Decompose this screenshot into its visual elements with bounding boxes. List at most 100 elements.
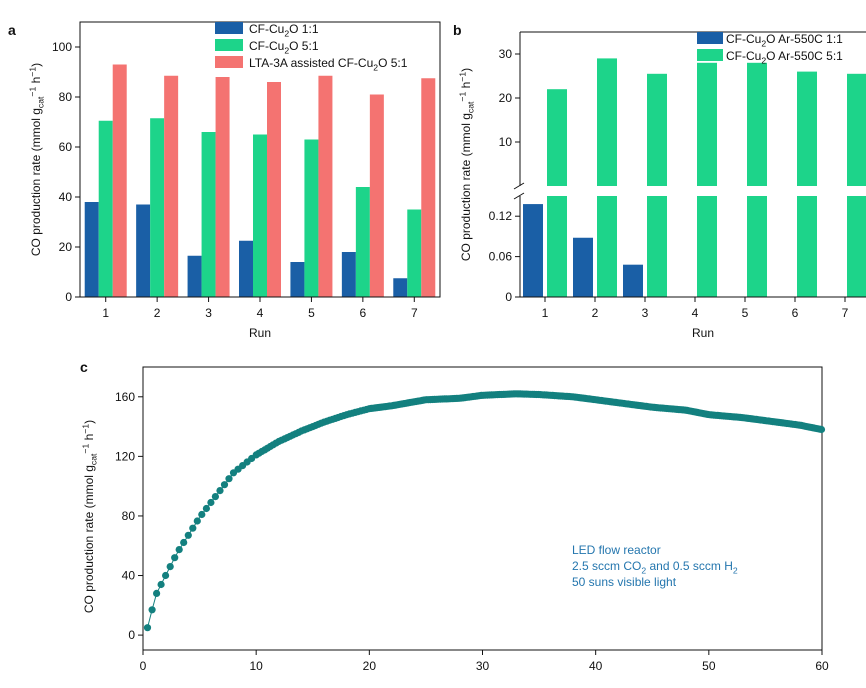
y-c-tick-label: 40 — [122, 569, 136, 583]
bar-a-series3-run6 — [369, 94, 384, 297]
x-tick-label-b: 2 — [592, 306, 599, 320]
axis-break-mark-b — [513, 182, 525, 190]
x-axis-label-b: Run — [692, 326, 714, 340]
plot-frame-c — [142, 366, 823, 651]
bar-b-series2-upper-run3 — [647, 73, 667, 186]
y-a-tick-label: 80 — [59, 90, 73, 104]
data-point-c — [171, 554, 179, 562]
legend-swatch-a — [215, 22, 243, 34]
bar-a-series2-run1 — [98, 120, 113, 297]
bar-b-series2-lower-run3 — [647, 196, 667, 297]
legend-label-b: CF-Cu2O Ar-550C 1:1 — [726, 32, 843, 49]
x-axis-label-a: Run — [249, 326, 271, 340]
x-tick-label-b: 3 — [642, 306, 649, 320]
bar-a-series2-run4 — [253, 134, 267, 297]
data-line-c — [147, 393, 822, 628]
y-upper-b-tick-label: 10 — [499, 135, 513, 149]
bar-b-series2-lower-run2 — [597, 196, 617, 297]
data-point-c — [148, 606, 156, 614]
x-tick-label-a: 6 — [360, 306, 367, 320]
data-point-c — [207, 498, 215, 507]
x-tick-label-a: 2 — [154, 306, 161, 320]
y-upper-b-tick-label: 30 — [499, 47, 513, 61]
x-tick-label-c: 50 — [702, 659, 716, 673]
annotation-line-c: 50 suns visible light — [572, 575, 677, 589]
bar-b-series2-lower-run5 — [747, 196, 767, 297]
x-tick-label-c: 10 — [249, 659, 263, 673]
legend-swatch-b — [697, 32, 723, 44]
data-point-c — [211, 493, 219, 501]
x-tick-label-c: 0 — [140, 659, 147, 673]
bar-a-series1-run3 — [187, 255, 202, 297]
bar-b-series2-lower-run7 — [847, 196, 866, 297]
bar-a-series1-run7 — [393, 278, 408, 297]
data-point-c — [184, 531, 192, 539]
bar-a-series3-run2 — [164, 75, 179, 297]
bar-b-series2-lower-run4 — [697, 196, 717, 297]
panel-label-b: b — [453, 22, 462, 38]
bar-b-series1-run3 — [623, 264, 643, 297]
scatter-points-c — [143, 390, 826, 632]
y-axis-label-c: CO production rate (mmol gcat−1 h−1) — [80, 420, 98, 613]
data-point-c — [817, 425, 826, 434]
panel-label-a: a — [8, 22, 16, 38]
x-tick-label-b: 7 — [842, 306, 849, 320]
y-a-tick-label: 60 — [59, 140, 73, 154]
data-point-c — [198, 510, 206, 519]
legend-label-a: CF-Cu2O 1:1 — [249, 22, 319, 39]
plot-frame-a — [79, 21, 441, 298]
legend-label-a: LTA-3A assisted CF-Cu2O 5:1 — [249, 56, 408, 73]
y-a-tick-label: 0 — [65, 290, 72, 304]
legend-label-b: CF-Cu2O Ar-550C 5:1 — [726, 49, 843, 66]
data-point-c — [175, 546, 183, 554]
x-tick-label-b: 5 — [742, 306, 749, 320]
bar-a-series2-run7 — [407, 209, 422, 297]
y-axis-label-a: CO production rate (mmol gcat−1 h−1) — [27, 63, 45, 256]
bar-a-series1-run5 — [290, 262, 305, 297]
y-a-tick-label: 40 — [59, 190, 73, 204]
bar-b-series1-run2 — [573, 237, 593, 297]
legend-swatch-a — [215, 56, 243, 68]
legend-label-a: CF-Cu2O 5:1 — [249, 39, 319, 56]
axis-break-gap-b — [521, 187, 866, 195]
y-c-tick-label: 80 — [122, 509, 136, 523]
y-c-tick-label: 120 — [115, 449, 135, 463]
x-tick-label-b: 4 — [692, 306, 699, 320]
y-a-tick-label: 20 — [59, 240, 73, 254]
data-point-c — [143, 624, 152, 632]
bar-b-series2-upper-run4 — [697, 62, 717, 186]
bar-b-series2-upper-run1 — [547, 89, 567, 186]
bar-b-series2-upper-run5 — [747, 62, 767, 186]
bar-a-series3-run4 — [267, 82, 281, 297]
x-tick-label-b: 1 — [542, 306, 549, 320]
data-point-c — [220, 481, 229, 489]
bar-a-series3-run7 — [421, 78, 436, 297]
bar-a-series2-run6 — [355, 187, 370, 297]
data-point-c — [193, 517, 201, 525]
legend-swatch-a — [215, 39, 243, 51]
y-lower-b-tick-label: 0 — [505, 290, 512, 304]
legend-swatch-b — [697, 49, 723, 61]
data-point-c — [225, 475, 233, 483]
y-a-tick-label: 100 — [52, 40, 72, 54]
data-point-c — [166, 563, 174, 571]
bar-a-series2-run3 — [201, 132, 216, 297]
data-point-c — [189, 524, 197, 532]
bar-a-series3-run1 — [112, 64, 127, 297]
x-tick-label-c: 60 — [815, 659, 829, 673]
data-point-c — [157, 580, 165, 589]
y-lower-b-tick-label: 0.06 — [489, 250, 513, 264]
data-point-c — [202, 504, 210, 513]
x-tick-label-c: 20 — [363, 659, 377, 673]
bar-a-series1-run2 — [136, 204, 151, 297]
bar-b-series2-upper-run6 — [797, 71, 817, 186]
x-tick-label-a: 1 — [102, 306, 109, 320]
bar-a-series3-run5 — [318, 75, 333, 297]
x-tick-label-a: 5 — [308, 306, 315, 320]
bar-b-series2-lower-run6 — [797, 196, 817, 297]
bar-b-series2-upper-run7 — [847, 73, 866, 186]
y-lower-b-tick-label: 0.12 — [489, 209, 513, 223]
x-tick-label-a: 3 — [205, 306, 212, 320]
